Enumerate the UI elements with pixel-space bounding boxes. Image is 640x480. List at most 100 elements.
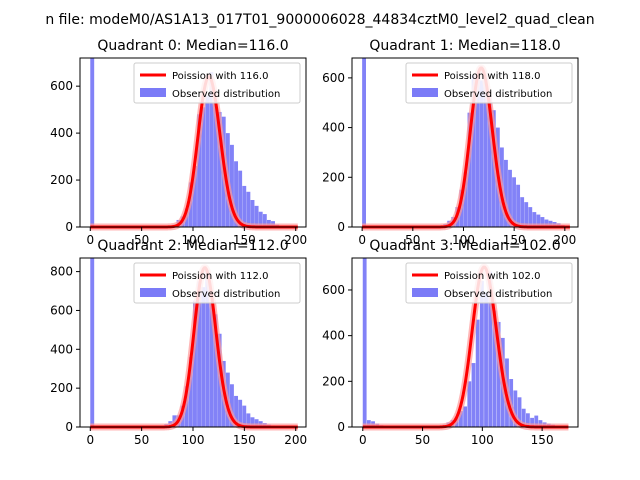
x-tick-label: 100	[452, 233, 475, 247]
histogram-bar	[483, 77, 488, 227]
y-tick-label: 200	[322, 374, 345, 388]
histogram-bar	[512, 177, 516, 227]
y-tick-label: 200	[322, 170, 345, 184]
x-tick-label: 150	[503, 233, 526, 247]
histogram-bar	[459, 411, 463, 427]
chart-title: Quadrant 3: Median=102.0	[369, 238, 560, 254]
histogram-bar	[209, 72, 214, 227]
histogram-bar	[246, 413, 251, 427]
histogram-bar	[492, 310, 497, 427]
legend: Poission with 118.0 Observed distribution	[405, 62, 573, 104]
y-tick-label: 0	[337, 220, 345, 234]
histogram-bar	[520, 197, 525, 227]
histogram-bar	[234, 161, 239, 227]
histogram-bar	[188, 357, 193, 427]
histogram-bar	[246, 191, 251, 227]
y-tick-label: 600	[322, 283, 345, 297]
chart-title: Quadrant 2: Median=112.0	[97, 238, 288, 254]
x-tick-label: 0	[86, 433, 94, 447]
histogram-bar	[213, 100, 218, 227]
x-tick-label: 50	[405, 233, 420, 247]
y-tick-label: 0	[65, 220, 73, 234]
histogram-bar	[471, 75, 476, 227]
histogram-bar	[471, 363, 476, 427]
histogram-bar	[508, 169, 512, 227]
histogram-bar	[90, 258, 95, 427]
y-tick-label: 200	[50, 381, 73, 395]
x-tick-label: 150	[233, 233, 256, 247]
y-tick-label: 600	[322, 71, 345, 85]
legend-label-observed: Observed distribution	[444, 289, 552, 300]
x-tick-label: 50	[415, 433, 430, 447]
chart-panel-quadrant-1: Quadrant 1: Median=118.0 0 50 100 150 200 0 200…	[322, 38, 579, 247]
histogram-bar	[475, 72, 480, 227]
legend-box	[405, 62, 573, 104]
histogram-bar	[205, 95, 210, 227]
legend-box	[405, 262, 573, 304]
axes-frame	[351, 257, 579, 428]
histogram-bar	[479, 80, 484, 227]
legend: Poission with 102.0 Observed distribution	[405, 262, 573, 304]
chart-title: Quadrant 1: Median=118.0	[369, 38, 560, 54]
y-tick-label: 400	[322, 329, 345, 343]
histogram-bar	[250, 200, 255, 227]
x-tick-label: 150	[233, 433, 256, 447]
histogram-bar	[362, 258, 367, 427]
histogram-bar	[242, 405, 247, 427]
histogram-bar	[536, 214, 541, 227]
histogram-bar	[463, 172, 468, 227]
histogram-bar	[467, 112, 472, 227]
histogram-bar	[250, 417, 255, 427]
legend-label-poisson: Poission with 112.0	[172, 271, 268, 282]
x-tick-label: 0	[358, 233, 366, 247]
histogram-bar	[197, 281, 202, 427]
histogram-bar	[90, 58, 95, 227]
histogram-bar	[521, 408, 526, 427]
legend-swatch-observed	[412, 88, 438, 97]
legend-label-observed: Observed distribution	[172, 89, 280, 100]
y-tick-label: 800	[50, 265, 73, 279]
histogram-bar	[205, 269, 210, 427]
x-tick-label: 0	[86, 233, 94, 247]
histogram-bar	[193, 165, 197, 227]
x-tick-label: 50	[134, 233, 149, 247]
legend-label-observed: Observed distribution	[444, 89, 552, 100]
histogram-bar	[517, 397, 522, 427]
histogram-bar	[525, 413, 530, 427]
histogram-bar	[242, 185, 247, 227]
histogram-bar	[504, 159, 508, 227]
histogram-bar	[238, 170, 243, 227]
histogram-bar	[254, 419, 259, 427]
histogram-bar	[528, 207, 533, 227]
legend-box	[133, 62, 301, 104]
histogram-bar	[258, 211, 263, 227]
histogram-bar	[201, 287, 206, 427]
legend-swatch-observed	[140, 88, 166, 97]
x-tick-label: 100	[471, 433, 494, 447]
y-tick-label: 400	[50, 126, 73, 140]
chart-panel-quadrant-2: Quadrant 2: Median=112.0 0 50 100 150 200 0 200…	[50, 238, 307, 447]
legend-swatch-observed	[140, 288, 166, 297]
y-tick-label: 600	[50, 79, 73, 93]
y-tick-label: 400	[322, 121, 345, 135]
histogram-bar	[254, 205, 259, 227]
histogram-bar	[209, 302, 214, 427]
histogram-bar	[262, 214, 267, 227]
figure-suptitle: n file: modeM0/AS1A13_017T01_9000006028_…	[45, 12, 594, 28]
histogram-bar	[484, 292, 488, 427]
x-tick-label: 150	[531, 433, 554, 447]
histogram-bar	[234, 395, 239, 427]
histogram-bar	[487, 97, 492, 227]
histogram-bar	[217, 111, 222, 227]
histogram-bar	[362, 58, 366, 227]
legend: Poission with 116.0 Observed distribution	[133, 62, 301, 104]
y-tick-label: 400	[50, 342, 73, 356]
y-tick-label: 0	[65, 420, 73, 434]
chart-panel-quadrant-0: Quadrant 0: Median=116.0 0 50 100 150 200 0 200…	[50, 38, 307, 247]
legend-label-observed: Observed distribution	[172, 289, 280, 300]
legend-swatch-observed	[412, 288, 438, 297]
y-tick-label: 0	[337, 420, 345, 434]
histogram-bar	[540, 217, 545, 227]
chart-title: Quadrant 0: Median=116.0	[97, 38, 288, 54]
